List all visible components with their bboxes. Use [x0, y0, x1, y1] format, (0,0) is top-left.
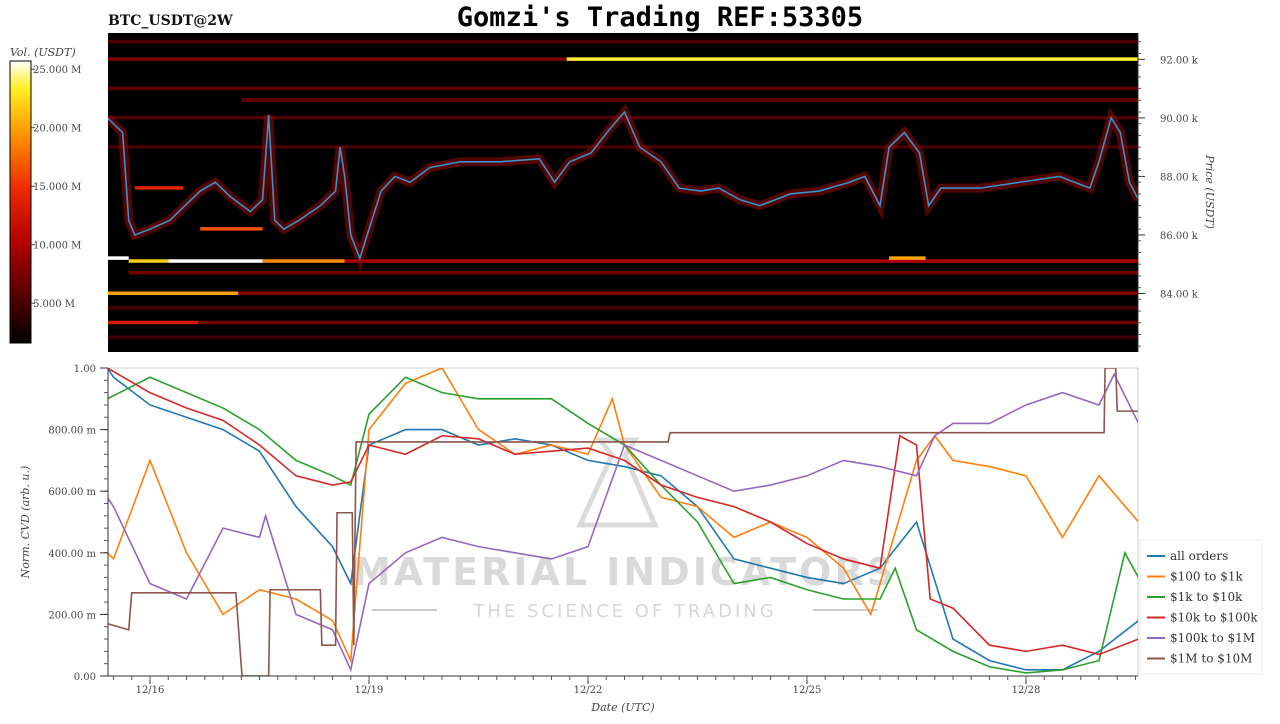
liquidity-band [238, 291, 1138, 295]
price-axis-label: Price (USDT) [1203, 154, 1216, 229]
price-tick-label: 88.00 k [1160, 172, 1199, 183]
legend [1139, 539, 1263, 675]
date-axis-label: Date (UTC) [590, 701, 654, 714]
cvd-tick-label: 600.00 m [48, 487, 96, 498]
colorbar-tick-label: 20.000 M [33, 124, 81, 135]
legend-label: $100k to $1M [1170, 631, 1255, 645]
liquidity-band [108, 256, 129, 260]
liquidity-band [108, 86, 1138, 91]
cvd-tick-label: 1.00 [74, 364, 96, 375]
watermark: MATERIAL INDICATORS THE SCIENCE OF TRADI… [353, 437, 897, 622]
liquidity-band [108, 306, 1138, 310]
price-tick-label: 84.00 k [1160, 289, 1199, 300]
liquidity-band [168, 259, 263, 263]
cvd-series-line-0 [108, 368, 1138, 671]
legend-label: $1M to $10M [1170, 652, 1252, 666]
cvd-series-line-1 [108, 368, 1138, 664]
liquidity-band [128, 270, 1138, 275]
price-tick-label: 92.00 k [1160, 55, 1199, 66]
cvd-tick-label: 400.00 m [48, 549, 96, 560]
date-tick-label: 12/19 [355, 685, 384, 696]
watermark-subtitle: THE SCIENCE OF TRADING [472, 601, 776, 622]
colorbar-tick-label: 10.000 M [33, 241, 81, 252]
colorbar-ticks: 5.000 M 10.000 M 15.000 M 20.000 M 25.000 M [31, 65, 81, 310]
date-tick-label: 12/28 [1012, 685, 1041, 696]
date-tick-label: 12/22 [574, 685, 603, 696]
colorbar-tick-label: 15.000 M [33, 182, 81, 193]
cvd-axis-label: Norm. CVD (arb. u.) [19, 466, 32, 580]
watermark-title: MATERIAL INDICATORS [353, 550, 897, 594]
liquidity-band [198, 320, 1138, 325]
price-line [108, 110, 1138, 261]
price-tick-label: 90.00 k [1160, 114, 1199, 125]
liquidity-band [108, 320, 199, 325]
heatmap [108, 39, 1138, 339]
liquidity-band [200, 227, 263, 231]
colorbar-label: Vol. (USDT) [10, 46, 76, 59]
liquidity-band [128, 259, 169, 263]
legend-items: all orders $100 to $1k $1k to $10k $10k to … [1147, 549, 1258, 666]
cvd-lines [108, 368, 1138, 676]
cvd-series-line-4 [108, 372, 1138, 673]
cvd-plot-area [107, 367, 1139, 677]
colorbar [9, 60, 32, 344]
legend-label: $10k to $100k [1170, 611, 1258, 625]
liquidity-band [108, 145, 1138, 149]
symbol-label: BTC_USDT@2W [108, 13, 233, 29]
cvd-axes: 0.00 200.00 m 400.00 m 600.00 m 800.00 m 1.00… [48, 364, 1138, 696]
cvd-tick-label: 200.00 m [48, 610, 96, 621]
legend-label: $1k to $10k [1170, 590, 1243, 604]
legend-label: $100 to $1k [1170, 570, 1243, 584]
cvd-tick-label: 0.00 [74, 672, 96, 683]
cvd-series-line-2 [108, 376, 1138, 674]
colorbar-tick-label: 5.000 M [33, 299, 75, 310]
colorbar-tick-label: 25.000 M [33, 65, 81, 76]
liquidity-band [108, 291, 239, 295]
date-tick-label: 12/16 [136, 685, 165, 696]
liquidity-band [344, 259, 1138, 263]
price-axis: 84.00 k 86.00 k 88.00 k 90.00 k 92.00 k [1137, 33, 1199, 352]
chart-title: Gomzi's Trading REF:53305 [457, 2, 863, 33]
liquidity-band [262, 259, 345, 263]
liquidity-band [241, 98, 1138, 102]
cvd-series-line-3 [108, 368, 1138, 656]
liquidity-band [566, 57, 1138, 61]
liquidity-band [108, 335, 1138, 339]
liquidity-band [108, 39, 1138, 44]
cvd-series-line-5 [108, 368, 1138, 676]
date-tick-label: 12/25 [793, 685, 822, 696]
flask-logo-icon [576, 437, 659, 528]
liquidity-band [134, 186, 184, 190]
price-tick-label: 86.00 k [1160, 231, 1199, 242]
liquidity-band [889, 256, 926, 260]
liquidity-band [108, 57, 567, 61]
legend-label: all orders [1170, 549, 1228, 563]
cvd-tick-label: 800.00 m [48, 426, 96, 437]
